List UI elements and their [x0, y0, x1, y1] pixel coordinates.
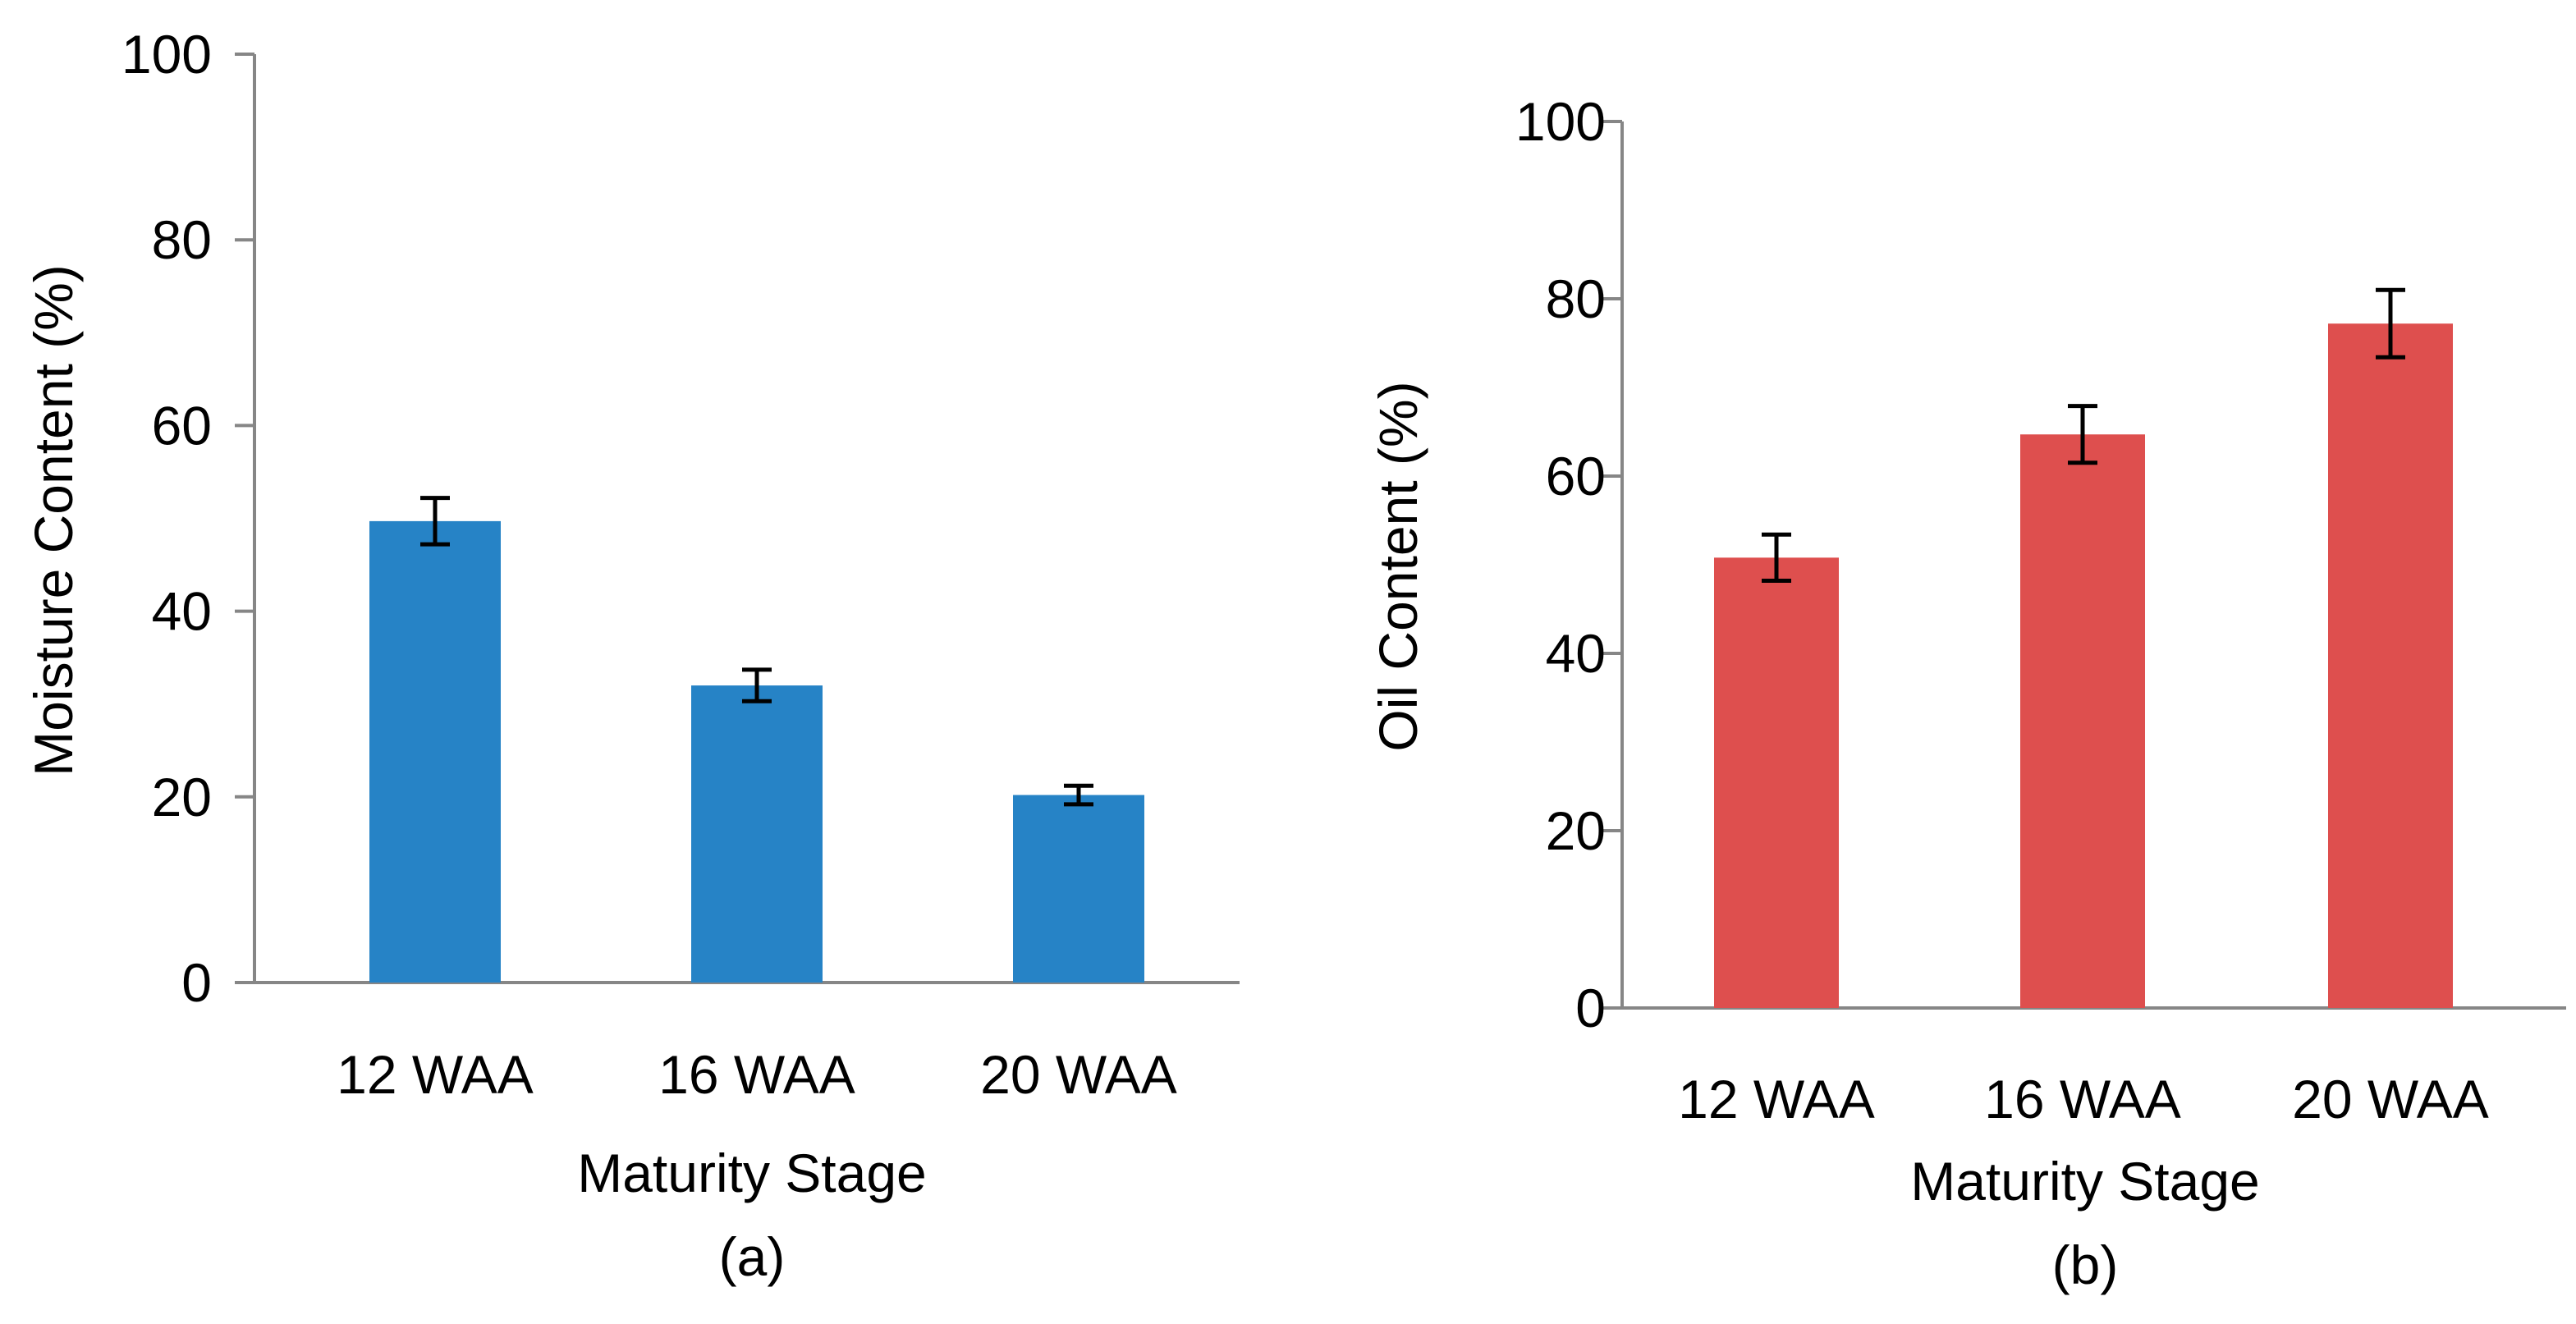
chart-panel-b: 0 20 40 60 80 100 12 WAA 16 WAA 20 WAA Oil Cont… [1368, 91, 2566, 1295]
x-tick-label: 20 WAA [980, 1044, 1177, 1105]
y-tick-label: 100 [1515, 91, 1606, 152]
x-tick-label: 12 WAA [1678, 1069, 1875, 1129]
panel-label: (b) [2052, 1235, 2119, 1295]
x-tick-label: 20 WAA [2292, 1069, 2489, 1129]
x-axis-title: Maturity Stage [577, 1143, 927, 1203]
x-tick-label: 12 WAA [337, 1044, 534, 1105]
bar [2020, 434, 2145, 1008]
y-tick-label: 40 [152, 581, 212, 642]
bar [691, 685, 823, 983]
x-tick-label: 16 WAA [1984, 1069, 2181, 1129]
error-bar [420, 496, 450, 547]
x-axis-title: Maturity Stage [1910, 1151, 2260, 1212]
bar [1714, 557, 1839, 1008]
bar [369, 520, 501, 983]
y-tick-label: 100 [121, 24, 212, 85]
y-tick-label: 0 [181, 952, 212, 1013]
error-bar [2068, 404, 2097, 465]
bar [2328, 323, 2453, 1008]
y-tick-label: 80 [152, 209, 212, 270]
y-tick-label: 60 [1546, 446, 1606, 506]
y-tick-label: 40 [1546, 623, 1606, 684]
panel-label: (a) [719, 1226, 786, 1287]
y-axis-title: Oil Content (%) [1368, 381, 1428, 751]
y-tick-label: 20 [152, 767, 212, 827]
y-tick-label: 80 [1546, 268, 1606, 329]
chart-panel-a: 0 20 40 60 80 100 12 WAA 16 WAA 20 WAA Moisture… [23, 24, 1240, 1287]
error-bar [1064, 783, 1093, 807]
y-axis-title: Moisture Content (%) [23, 264, 84, 777]
y-tick-label: 0 [1575, 978, 1606, 1038]
bar [1013, 795, 1144, 983]
error-bar [2376, 287, 2405, 360]
y-tick-label: 60 [152, 395, 212, 456]
x-tick-label: 16 WAA [658, 1044, 855, 1105]
error-bar [1762, 532, 1791, 583]
y-tick-label: 20 [1546, 800, 1606, 861]
error-bar [742, 667, 772, 703]
